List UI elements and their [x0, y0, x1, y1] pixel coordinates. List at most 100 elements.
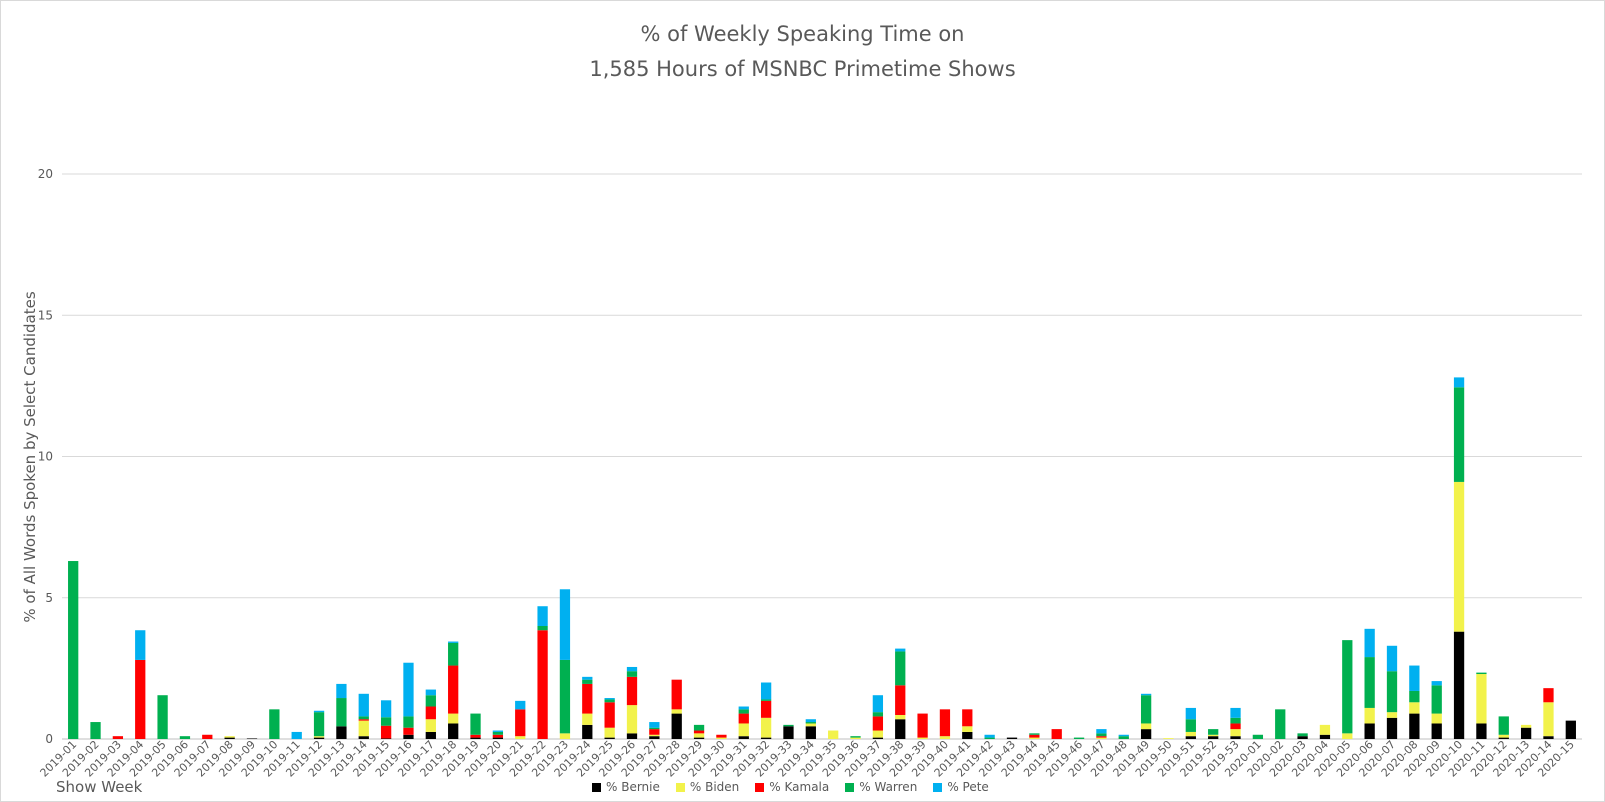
legend-swatch-kamala: [755, 782, 765, 792]
bar-segment: [425, 695, 436, 707]
bar-segment: [1386, 671, 1398, 713]
bar-segment: [1431, 681, 1442, 686]
bar-segment: [872, 730, 884, 738]
bar-segment: [448, 723, 459, 739]
bar-segment: [1409, 702, 1420, 714]
bar-segment: [649, 736, 660, 739]
bar-segment: [1409, 665, 1420, 691]
bar-segment: [1342, 733, 1353, 739]
y-tick-label: 0: [45, 732, 53, 746]
bar-segment: [425, 689, 436, 696]
bar-segment: [336, 698, 347, 727]
bar-segment: [1029, 737, 1040, 739]
bar-segment: [1230, 707, 1241, 718]
bar-segment: [1051, 729, 1062, 739]
bar-segment: [380, 717, 392, 726]
bar-segment: [805, 723, 816, 727]
bar-segment: [313, 710, 325, 713]
bar-segment: [738, 723, 749, 737]
legend-label-biden: % Biden: [689, 780, 740, 794]
bar-segment: [448, 641, 459, 643]
y-tick-label: 10: [38, 450, 53, 464]
bar-segment: [895, 651, 906, 686]
bar-segment: [582, 713, 593, 725]
bar-segment: [760, 682, 772, 700]
bar-segment: [1543, 688, 1554, 703]
bar-segment: [1096, 729, 1107, 734]
bar-segment: [582, 676, 593, 680]
bar-segment: [1185, 731, 1196, 737]
bar-segment: [1230, 729, 1241, 737]
legend-swatch-pete: [933, 782, 943, 792]
bar-segment: [872, 712, 884, 717]
bar-segment: [1431, 723, 1442, 739]
bar-segment: [1453, 481, 1465, 632]
bar-segment: [1185, 736, 1196, 739]
bar-segment: [984, 737, 995, 739]
bar-segment: [693, 730, 705, 734]
bar-segment: [515, 736, 526, 739]
bar-segment: [291, 731, 302, 739]
bar-segment: [1252, 734, 1264, 739]
bar-segment: [760, 717, 772, 738]
bar-segment: [1498, 737, 1509, 739]
bar-segment: [1230, 736, 1241, 739]
bar-segment: [336, 683, 347, 699]
bar-segment: [380, 725, 392, 739]
bar-segment: [1140, 693, 1152, 696]
bar-segment: [358, 720, 369, 737]
bar-segment: [1520, 724, 1532, 728]
y-tick-label: 15: [38, 308, 53, 322]
bar-segment: [1476, 723, 1487, 739]
bar-segment: [582, 683, 593, 714]
bar-segment: [1096, 737, 1107, 739]
bar-segment: [895, 648, 906, 652]
bar-segment: [1118, 734, 1129, 737]
bar-segment: [448, 713, 459, 724]
bar-segment: [358, 719, 369, 721]
bar-segment: [1431, 685, 1442, 714]
legend-label-bernie: % Bernie: [606, 780, 660, 794]
bar-segment: [895, 719, 906, 739]
bar-segment: [1096, 733, 1107, 737]
bar-segment: [805, 726, 816, 739]
bar-segment: [135, 659, 146, 739]
bar-segment: [1185, 719, 1196, 732]
chart-subtitle: 1,585 Hours of MSNBC Primetime Shows: [589, 57, 1016, 81]
bar-segment: [68, 561, 79, 739]
bar-segment: [693, 737, 705, 739]
bar-segment: [492, 731, 504, 735]
bar-segment: [1275, 709, 1286, 739]
bar-segment: [1386, 717, 1398, 739]
bar-segment: [1208, 736, 1219, 739]
bar-segment: [962, 731, 973, 739]
bar-segment: [179, 736, 191, 739]
legend-label-pete: % Pete: [947, 780, 989, 794]
bar-segment: [492, 730, 504, 732]
bar-segment: [1431, 713, 1442, 724]
bar-segment: [1364, 707, 1375, 724]
y-tick-label: 20: [38, 167, 53, 181]
bar-segment: [716, 734, 727, 738]
bar-segment: [626, 671, 638, 677]
bar-segment: [448, 642, 459, 666]
bar-segment: [202, 734, 213, 739]
bar-segment: [537, 606, 548, 626]
bar-segment: [515, 700, 526, 710]
bar-segment: [470, 713, 481, 735]
bar-segment: [537, 626, 548, 631]
bar-segment: [157, 695, 168, 739]
bar-segment: [1096, 736, 1107, 738]
bar-segment: [403, 734, 414, 739]
bar-segment: [1364, 628, 1375, 658]
bar-segment: [112, 736, 124, 739]
legend-swatch-biden: [675, 782, 685, 792]
bar-segment: [783, 726, 794, 739]
bar-segment: [738, 706, 749, 710]
bar-segment: [1118, 736, 1129, 739]
bar-segment: [492, 737, 504, 739]
bar-segment: [693, 733, 705, 738]
bar-segment: [224, 736, 235, 738]
bar-segment: [649, 729, 660, 735]
bar-segment: [1319, 724, 1331, 735]
